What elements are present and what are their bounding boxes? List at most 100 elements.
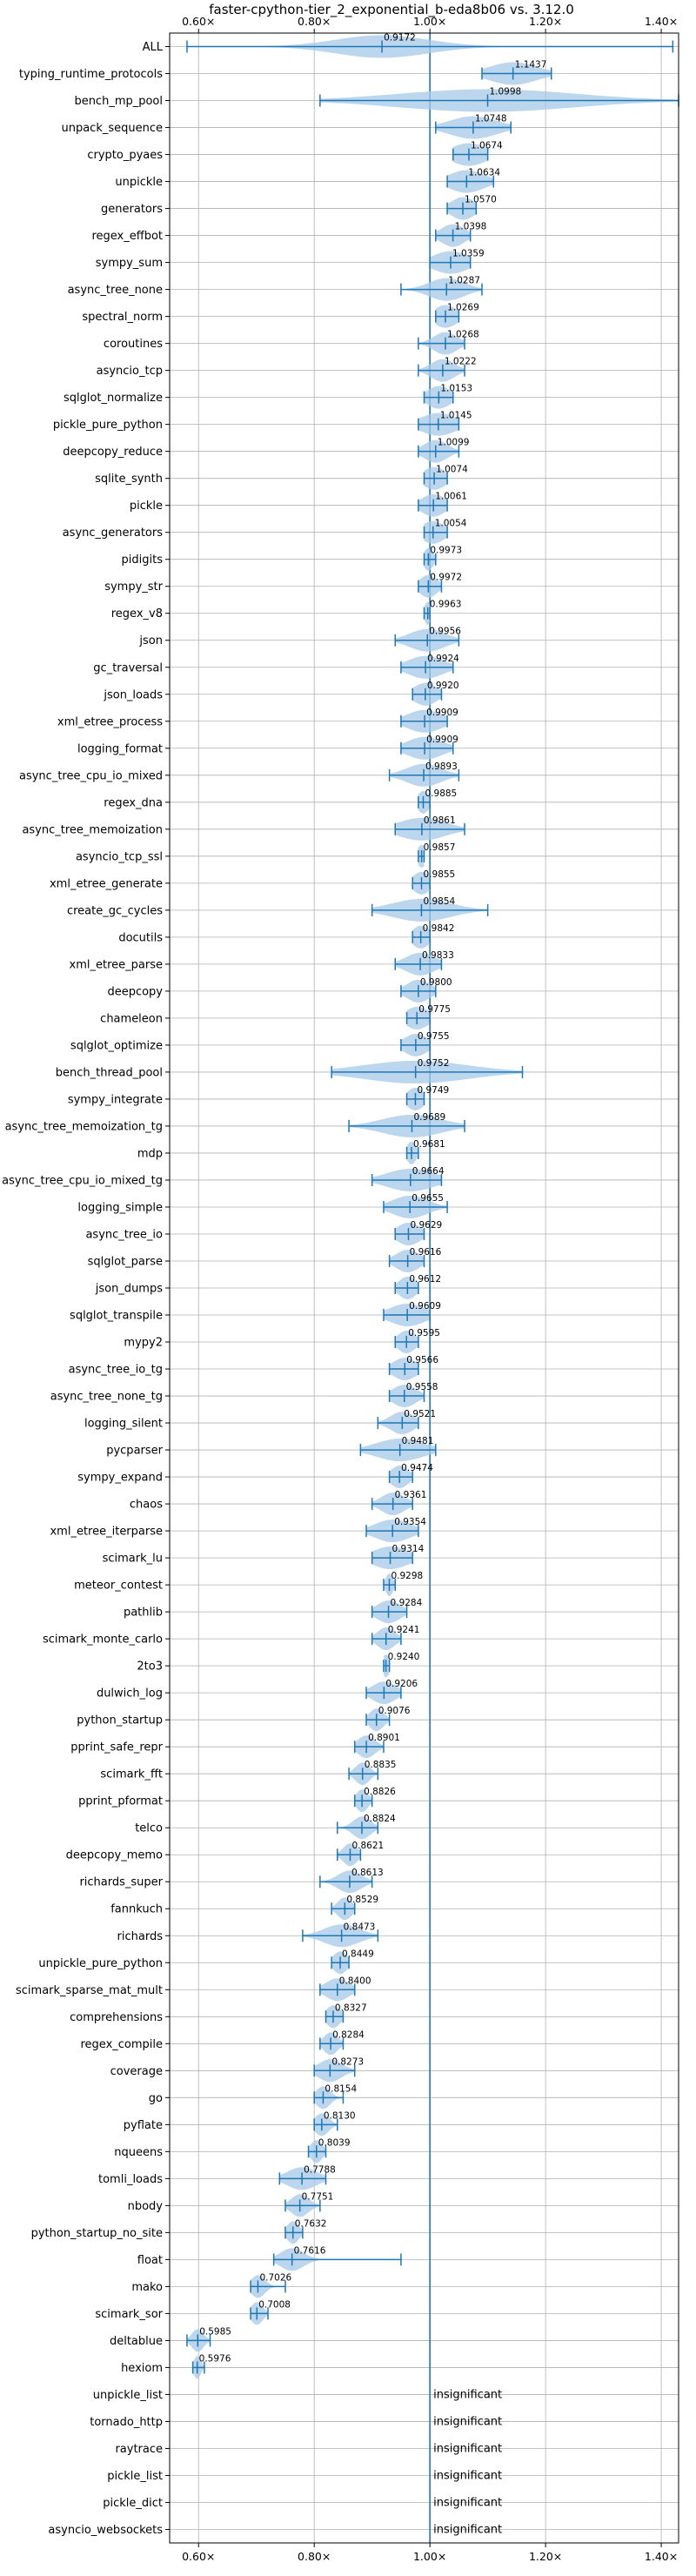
y-tick-label: regex_compile [80,2038,163,2051]
y-tick-label: dulwich_log [97,1687,163,1701]
y-tick-label: pickle_dict [103,2497,163,2510]
y-tick-label: async_tree_memoization [22,823,163,836]
mean-value-label: 0.9284 [391,1598,423,1608]
y-tick-label: xml_etree_process [57,715,163,728]
y-tick-label: richards [117,1930,164,1943]
mean-value-label: 0.9354 [394,1517,426,1527]
mean-value-label: 0.9833 [422,950,454,961]
insignificant-label: insignificant [433,2388,502,2401]
mean-value-label: 0.9909 [426,708,458,718]
y-tick-label: unpack_sequence [61,122,163,135]
mean-value-label: 1.0222 [445,357,477,367]
insignificant-label: insignificant [433,2469,502,2482]
mean-value-label: 0.9752 [418,1058,450,1069]
y-tick-label: pathlib [124,1607,163,1620]
y-tick-label: regex_dna [104,796,163,809]
y-tick-label: typing_runtime_protocols [19,68,163,81]
y-tick-label: scimark_fft [100,1768,163,1781]
y-tick-label: scimark_lu [103,1553,163,1566]
mean-value-label: 0.9609 [409,1301,441,1311]
y-tick-label: pickle [130,500,163,513]
mean-value-label: 0.9521 [404,1409,436,1419]
axes: 0.60× 0.60× 0.80× 0.80× 1.00× 1.00× 1.20× 1.20×… [2,15,679,2563]
y-tick-label: spectral_norm [82,311,163,324]
y-tick-label: xml_etree_iterparse [50,1526,163,1539]
y-tick-label: async_tree_none_tg [50,1391,163,1404]
x-tick-label-bottom: 1.20× [529,2550,562,2563]
mean-value-label: 0.9664 [412,1166,445,1177]
mean-value-label: 0.9893 [425,761,458,772]
y-tick-label: unpickle [115,176,163,189]
y-tick-label: sympy_str [104,580,163,594]
mean-value-label: 0.9689 [413,1112,445,1123]
mean-value-label: 0.9755 [418,1031,450,1042]
mean-value-label: 0.5985 [199,2326,231,2337]
y-tick-label: python_startup [77,1714,163,1727]
y-tick-label: crypto_pyaes [87,149,163,162]
y-tick-label: sqlglot_optimize [70,1039,163,1052]
y-tick-label: async_tree_cpu_io_mixed [19,769,163,782]
mean-value-label: 1.1437 [515,60,547,70]
mean-value-label: 0.5976 [199,2353,231,2364]
mean-value-label: 0.8130 [324,2110,356,2121]
y-tick-label: docutils [118,931,163,944]
mean-value-label: 0.8901 [368,1733,400,1743]
y-tick-label: meteor_contest [74,1580,163,1593]
y-tick-label: xml_etree_generate [50,877,163,890]
mean-value-label: 0.9924 [427,654,459,664]
y-tick-label: unpickle_list [93,2389,163,2402]
y-tick-label: create_gc_cycles [67,904,163,917]
mean-value-label: 0.7788 [304,2164,336,2175]
mean-value-label: 1.0268 [447,330,479,340]
mean-value-label: 0.9956 [429,627,461,637]
mean-value-label: 0.9681 [413,1139,445,1150]
y-tick-label: async_tree_memoization_tg [5,1120,163,1133]
y-tick-label: ALL [143,41,164,54]
mean-value-label: 0.8529 [346,1895,378,1905]
mean-value-label: 0.9775 [418,1004,451,1015]
mean-value-label: 0.8826 [364,1787,396,1797]
y-tick-label: sqlglot_normalize [64,392,163,405]
y-tick-label: async_tree_io [85,1228,163,1241]
y-tick-label: pprint_pformat [78,1795,163,1808]
y-tick-label: nqueens [114,2146,163,2159]
mean-value-label: 0.9474 [401,1463,433,1473]
insignificant-label: insignificant [433,2523,502,2536]
mean-value-label: 0.9920 [427,681,459,691]
mean-value-label: 0.9361 [395,1490,427,1500]
x-tick-label-top: 1.20× [529,15,562,28]
y-tick-label: sympy_expand [77,1472,163,1485]
y-tick-label: deepcopy_memo [66,1849,163,1862]
y-tick-label: pycparser [106,1445,163,1458]
mean-value-label: 0.9857 [424,842,456,853]
y-tick-label: hexiom [121,2362,163,2375]
mean-value-label: 0.8039 [318,2137,351,2148]
mean-value-label: 0.8824 [364,1814,396,1824]
mean-value-label: 0.9172 [384,33,416,44]
mean-value-label: 1.0054 [435,519,467,529]
mean-value-label: 0.8154 [325,2083,357,2094]
mean-value-label: 0.7632 [295,2218,327,2229]
y-tick-label: bench_thread_pool [56,1066,163,1079]
mean-value-label: 0.9972 [430,573,462,583]
y-tick-label: tomli_loads [98,2173,163,2186]
y-tick-label: 2to3 [137,1660,163,1674]
mean-value-label: 1.0674 [471,141,503,151]
grid [170,33,679,2543]
mean-value-label: 1.0145 [440,411,472,421]
mean-value-label: 0.9854 [423,896,455,907]
mean-value-label: 0.9655 [412,1193,444,1204]
mean-value-label: 0.9566 [406,1355,438,1365]
mean-value-label: 0.8473 [344,1922,376,1932]
y-tick-label: sympy_sum [96,257,163,270]
mean-value-label: 0.8613 [351,1868,384,1878]
y-tick-label: python_startup_no_site [31,2227,163,2240]
mean-value-label: 0.9612 [409,1274,441,1285]
y-tick-label: nbody [128,2200,164,2213]
violin-body [273,2248,401,2271]
y-tick-label: regex_effbot [91,230,163,243]
x-tick-label-bottom: 1.00× [413,2550,446,2563]
y-tick-label: async_tree_none [68,284,163,297]
insignificant-label: insignificant [433,2442,502,2455]
